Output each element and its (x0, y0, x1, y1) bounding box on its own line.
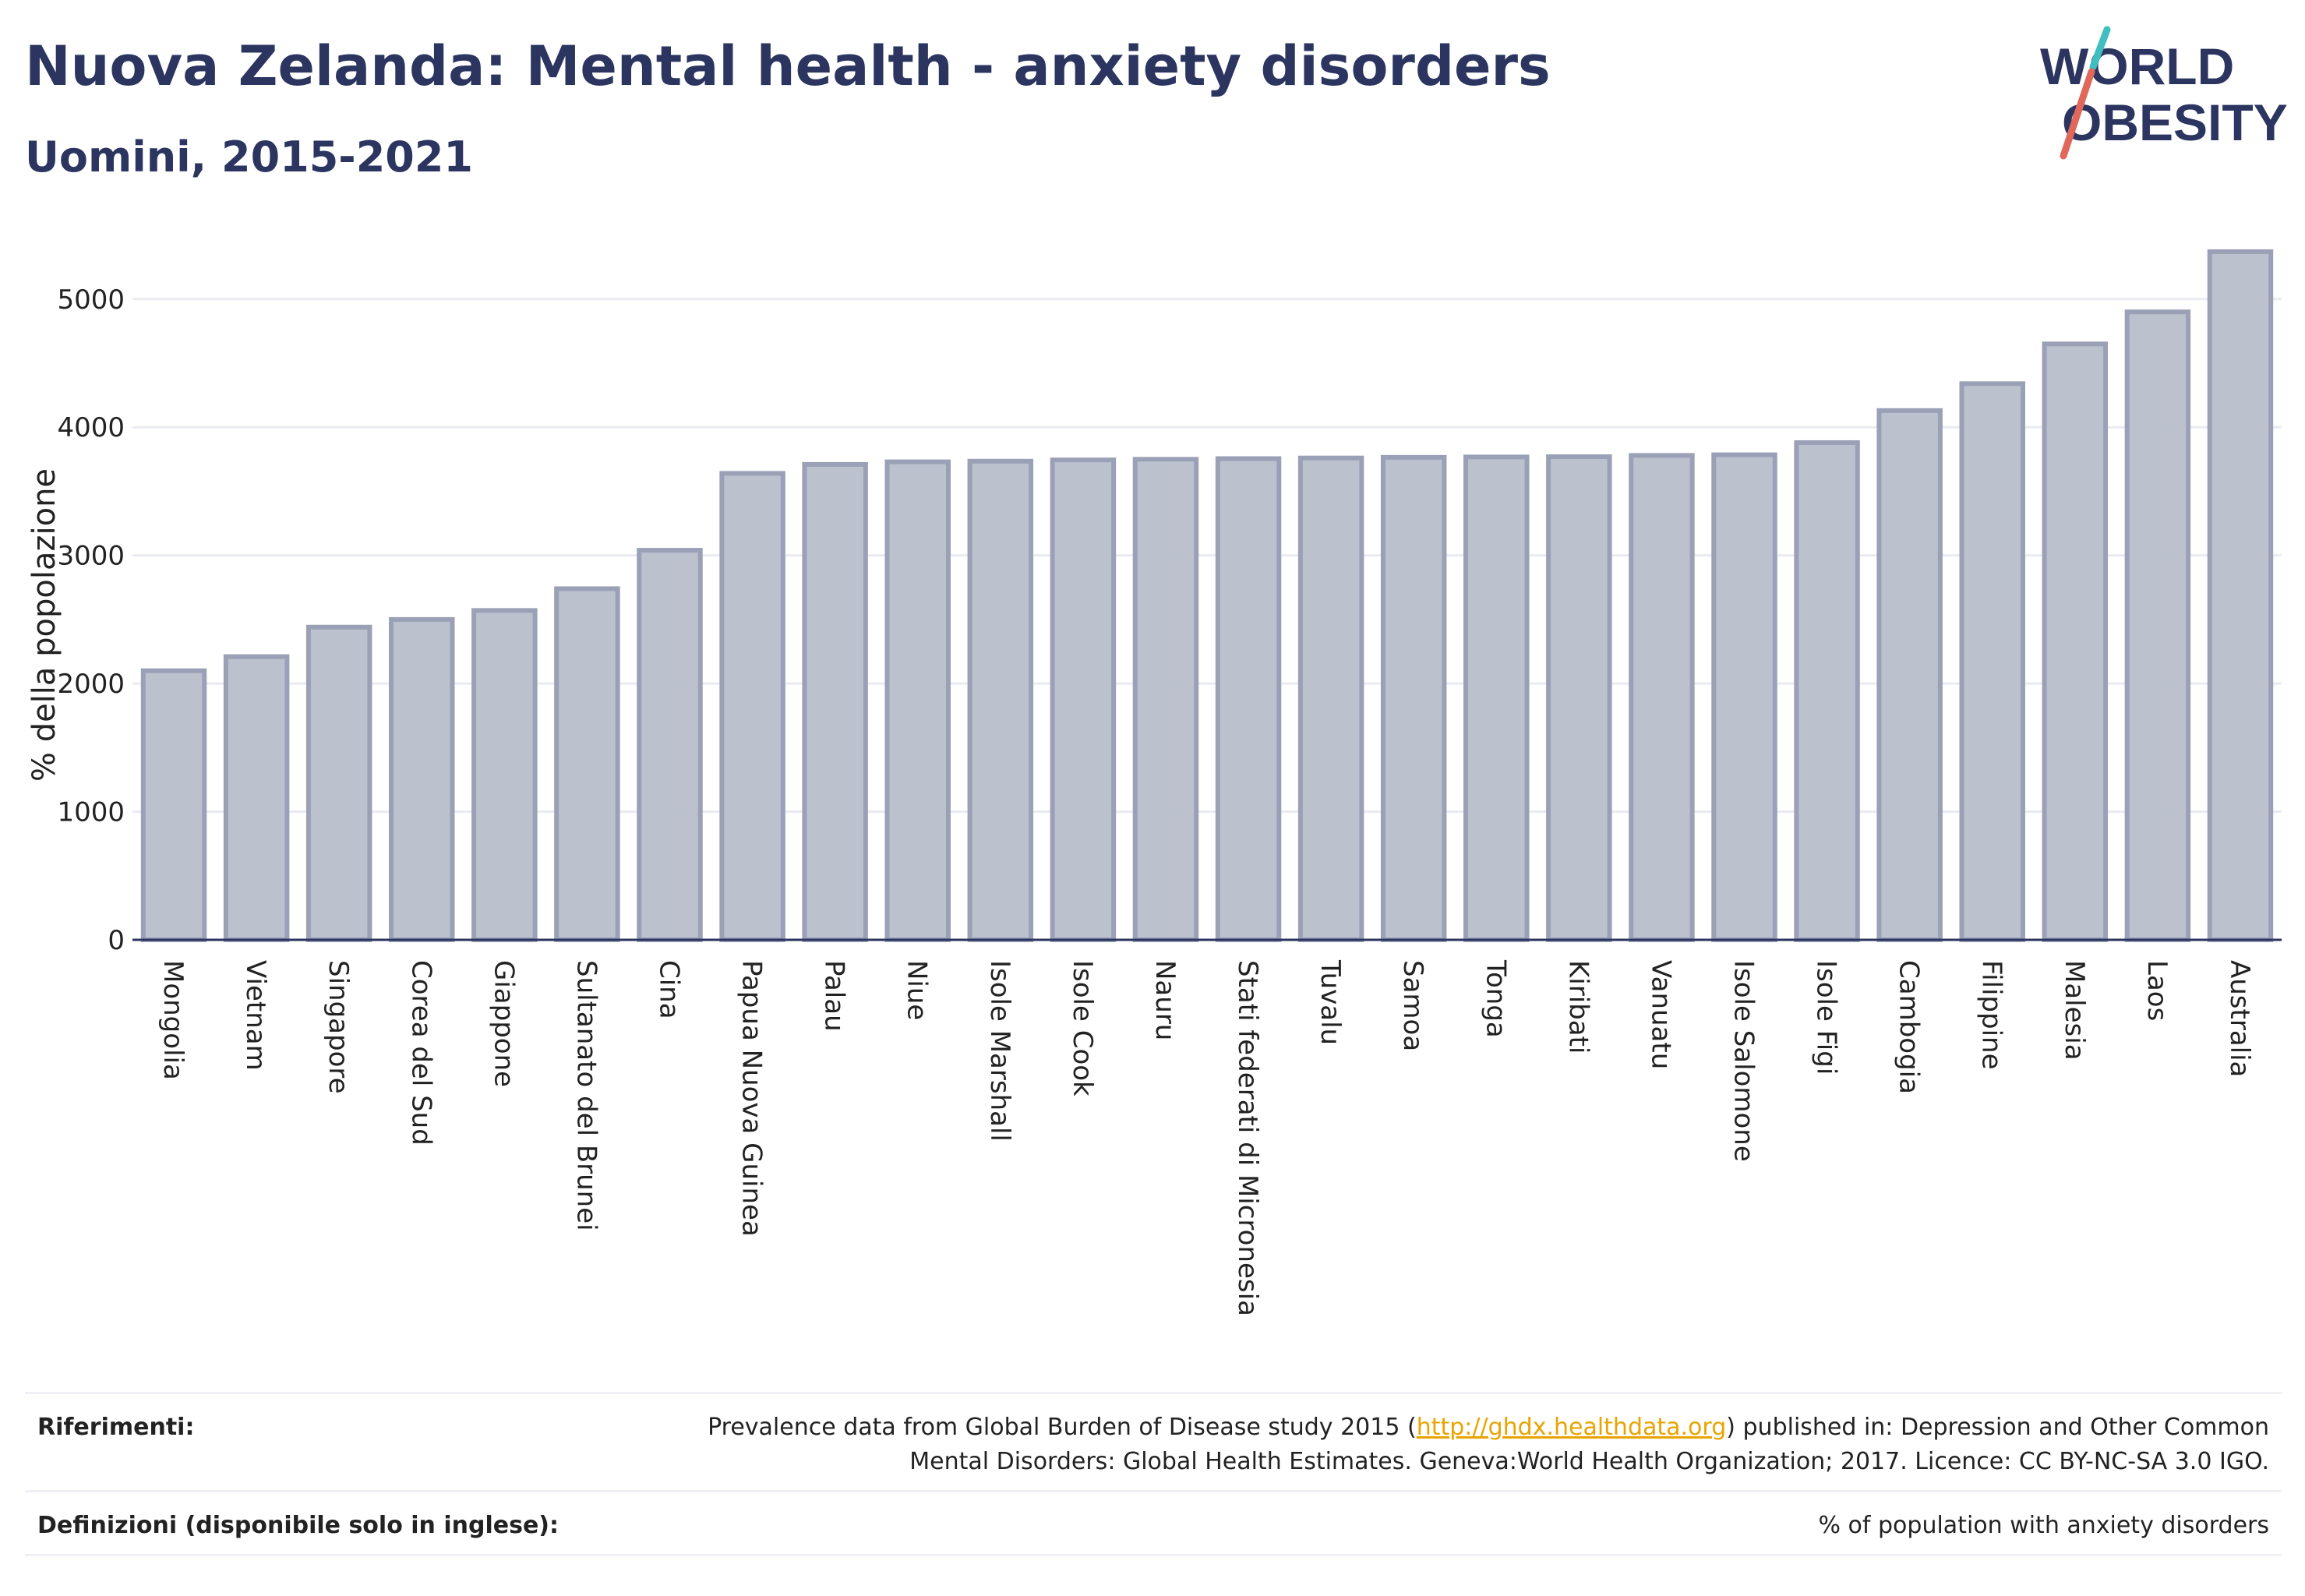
bar-tuvalu (1297, 455, 1364, 942)
bar-mongolia (140, 668, 207, 943)
references-text-part2: ) published in: Depression and Other Com… (1726, 1414, 2269, 1441)
x-tick-label: Cina (654, 960, 685, 1019)
bar-australia (2207, 249, 2274, 942)
x-tick-label: Singapore (323, 960, 354, 1094)
world-obesity-logo: WORLD OBESITY (2040, 26, 2288, 160)
x-tick-label: Tuvalu (1315, 959, 1346, 1045)
x-tick-label: Isole Marshall (984, 960, 1015, 1142)
definitions-row: Definizioni (disponibile solo in inglese… (25, 1499, 2282, 1554)
bar-laos (2124, 309, 2191, 942)
x-tick-label: Laos (2141, 960, 2173, 1021)
x-tick-label: Niue (902, 960, 933, 1020)
x-tick-label: Australia (2224, 960, 2255, 1077)
bar-isole-figi (1794, 440, 1860, 942)
x-tick-label: Samoa (1397, 960, 1428, 1051)
x-tick-label: Isole Salomone (1728, 960, 1760, 1162)
bars (140, 249, 2274, 943)
definitions-text: % of population with anxiety disorders (1818, 1512, 2269, 1539)
bar-cambogia (1876, 408, 1943, 942)
bar-vietnam (223, 654, 290, 942)
y-axis-label: % della popolazione (26, 468, 62, 782)
bar-isole-salomone (1711, 452, 1777, 942)
references-row: Riferimenti: Prevalence data from Global… (25, 1403, 2282, 1481)
footer-divider-bottom (25, 1554, 2282, 1556)
x-tick-label: Tonga (1480, 959, 1511, 1038)
bar-sultanato-del-brunei (554, 586, 620, 943)
y-tick-label: 4000 (57, 412, 125, 443)
bar-tonga (1463, 454, 1530, 942)
y-tick-label: 0 (108, 925, 125, 956)
references-text-part1: Prevalence data from Global Burden of Di… (708, 1414, 1417, 1441)
bar-isole-cook (1050, 457, 1117, 942)
bar-papua-nuova-guinea (719, 471, 785, 942)
logo-text-obesity: OBESITY (2062, 94, 2288, 151)
bar-palau (802, 461, 868, 942)
x-tick-labels: Mongolia Vietnam Singapore Corea del Sud Gia… (157, 959, 2255, 1316)
y-tick-label: 2000 (57, 669, 125, 700)
references-link[interactable]: http://ghdx.healthdata.org (1416, 1414, 1727, 1441)
y-tick-label: 5000 (57, 284, 125, 316)
bar-nauru (1132, 457, 1199, 942)
x-tick-label: Palau (819, 960, 850, 1032)
x-tick-label: Isole Cook (1067, 960, 1098, 1096)
bar-malesia (2042, 341, 2109, 943)
logo-text-world: WORLD (2040, 37, 2234, 95)
definitions-label: Definizioni (disponibile solo in inglese… (37, 1512, 559, 1539)
references-text-line2: Mental Disorders: Global Health Estimate… (909, 1448, 2269, 1475)
y-tick-labels: 0 1000 2000 3000 4000 5000 (57, 284, 125, 956)
x-tick-label: Sultanato del Brunei (570, 960, 602, 1231)
y-tick-label: 1000 (57, 797, 125, 828)
logo-slash-red (2060, 68, 2095, 160)
bar-giappone (471, 608, 538, 943)
bar-cina (637, 548, 703, 942)
bar-filippine (1959, 381, 2025, 942)
footer-divider-top (25, 1392, 2282, 1394)
bar-niue (884, 459, 951, 942)
grid-lines (132, 298, 2282, 814)
footer-divider-middle (25, 1490, 2282, 1492)
bar-corea-del-sud (389, 616, 455, 943)
x-tick-label: Kiribati (1562, 960, 1594, 1054)
bar-vanuatu (1629, 453, 1695, 942)
x-tick-label: Papua Nuova Guinea (736, 960, 768, 1237)
references-text: Prevalence data from Global Burden of Di… (708, 1411, 2269, 1479)
x-tick-label: Corea del Sud (405, 960, 436, 1146)
x-tick-label: Filippine (1976, 960, 2007, 1070)
bar-samoa (1380, 454, 1447, 942)
bar-chart: 0 1000 2000 3000 4000 5000 Mongolia Vietnam Sin… (26, 249, 2282, 1316)
x-tick-label: Isole Figi (1811, 960, 1842, 1075)
x-tick-label: Vietnam (240, 960, 271, 1071)
y-tick-label: 3000 (57, 541, 125, 572)
page-subtitle: Uomini, 2015-2021 (25, 132, 473, 182)
x-tick-label: Malesia (2059, 960, 2090, 1061)
x-tick-label: Mongolia (157, 960, 189, 1080)
bar-singapore (305, 624, 372, 942)
page-title: Nuova Zelanda: Mental health - anxiety d… (25, 34, 1551, 98)
bar-isole-marshall (967, 458, 1034, 942)
bar-stati-federati-di-micronesia (1215, 456, 1282, 942)
bar-kiribati (1546, 454, 1612, 942)
logo-slash-teal (2089, 26, 2111, 71)
x-tick-label: Nauru (1149, 960, 1181, 1040)
x-tick-label: Giappone (488, 960, 519, 1087)
x-tick-label: Cambogia (1894, 960, 1925, 1094)
references-label: Riferimenti: (37, 1414, 195, 1441)
x-tick-label: Vanuatu (1645, 960, 1676, 1069)
x-tick-label: Stati federati di Micronesia (1232, 960, 1263, 1316)
